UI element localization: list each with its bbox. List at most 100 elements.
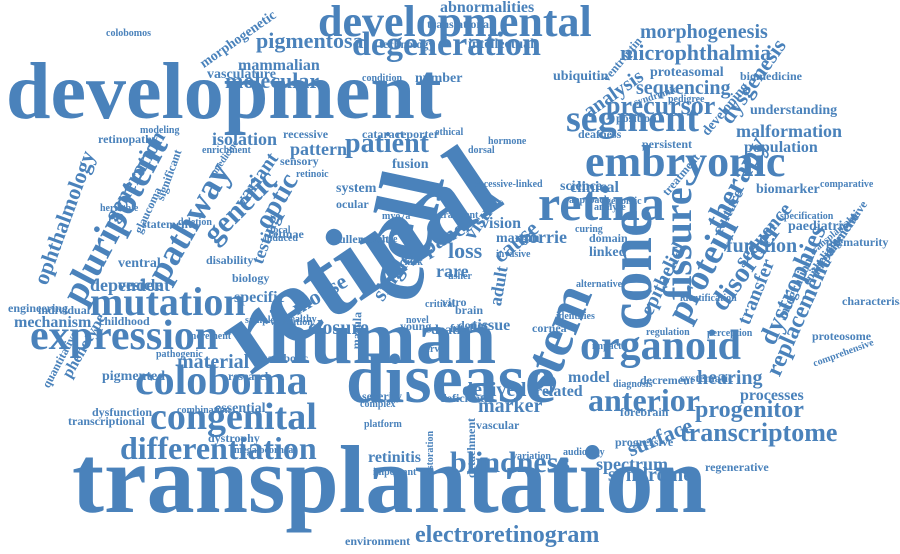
cloud-word: pathogenic — [156, 349, 203, 360]
cloud-word: disease — [346, 341, 556, 418]
cloud-word: vitro — [442, 295, 467, 309]
cloud-word: retina — [538, 175, 665, 231]
cloud-word: identification — [680, 293, 737, 304]
cloud-word: variation — [512, 451, 551, 462]
cloud-word: individual — [38, 303, 91, 317]
cloud-word: increment — [188, 331, 232, 342]
cloud-word: sensory — [280, 154, 319, 168]
cloud-word: analyse — [594, 202, 626, 213]
cloud-word: vascular — [476, 418, 520, 432]
cloud-word: number — [415, 71, 463, 86]
cloud-word: pattern — [290, 139, 347, 159]
cloud-word: coloboma — [135, 358, 308, 404]
cloud-word: proteosome — [812, 329, 872, 343]
cloud-word: cornea — [532, 321, 567, 335]
cloud-word: molecular — [225, 68, 320, 93]
cloud-word: diagnosis — [613, 379, 653, 390]
cloud-word: platform — [364, 419, 402, 430]
cloud-word: ocular — [336, 197, 369, 211]
cloud-word: vision — [481, 215, 522, 232]
cloud-word: paediatric — [788, 219, 849, 234]
cloud-word: mutation — [90, 279, 246, 324]
cloud-word: system — [336, 181, 377, 196]
cloud-word: retinoic — [296, 169, 329, 180]
cloud-word: impact — [592, 341, 622, 352]
cloud-word: microphthalmia — [620, 40, 772, 65]
cloud-word: syndrome — [608, 464, 693, 486]
cloud-word: development — [6, 48, 442, 136]
cloud-word: important — [373, 467, 417, 478]
cloud-word: hormone — [488, 136, 527, 147]
cloud-word: decrement — [640, 373, 694, 387]
cloud-word: technology — [379, 37, 435, 51]
cloud-word: restoration — [425, 430, 436, 478]
cloud-word: tissue — [472, 317, 511, 334]
cloud-word: anterior — [588, 382, 700, 418]
cloud-word: donor — [458, 318, 489, 332]
cloud-word: sequencing — [636, 77, 731, 99]
cloud-word: severity — [362, 389, 402, 403]
cloud-word: invasive — [496, 249, 531, 260]
cloud-word: material — [177, 351, 250, 373]
cloud-word: retinopathy — [98, 132, 158, 146]
cloud-word: ventral — [118, 256, 161, 271]
cloud-word: fusion — [392, 157, 429, 172]
cloud-word: differentiation — [120, 430, 317, 466]
cloud-word: science — [560, 179, 602, 194]
cloud-word: comparative — [820, 179, 874, 190]
cloud-word: validation — [270, 317, 313, 328]
cloud-word: marker — [478, 395, 543, 417]
cloud-word: dystrophy — [208, 431, 260, 445]
cloud-word: nerve — [420, 344, 444, 355]
cloud-word: regenerative — [705, 460, 769, 474]
cloud-word: myo7a — [382, 211, 411, 222]
cloud-word: transient — [440, 210, 479, 221]
cloud-word: ubiquitin — [553, 69, 609, 84]
cloud-word: understanding — [750, 103, 838, 118]
cloud-word: spectrum — [596, 454, 668, 474]
cloud-word: disability — [206, 253, 254, 267]
cloud-word: pedigree — [668, 94, 705, 105]
cloud-word: research — [228, 369, 272, 383]
cloud-word: expression — [30, 313, 219, 359]
cloud-word: cataract — [362, 127, 404, 141]
cloud-word: complex — [360, 399, 396, 410]
cloud-word: fetal — [450, 321, 473, 335]
cloud-word: forebrain — [620, 405, 669, 419]
cloud-word: chick — [400, 257, 423, 268]
cloud-word: specification — [780, 211, 834, 222]
cloud-word: deletion — [178, 217, 212, 228]
cloud-word: derived — [462, 379, 527, 401]
cloud-word: biomarker — [756, 182, 820, 197]
cloud-word: retinae — [268, 227, 304, 241]
cloud-word: muller — [329, 232, 363, 246]
cloud-word: blindness — [450, 446, 571, 479]
cloud-word: systematic — [680, 371, 734, 385]
cloud-word: related — [535, 383, 583, 400]
cloud-word: environment — [345, 534, 411, 548]
cloud-word: alternative — [576, 279, 623, 290]
cloud-word: recessive-linked — [475, 179, 543, 190]
cloud-word: genomic — [606, 196, 642, 207]
cloud-word: induced — [264, 233, 298, 244]
cloud-word: novel — [406, 315, 429, 326]
cloud-word: embryonic — [585, 137, 786, 186]
cloud-word: colobomos — [106, 28, 151, 39]
cloud-word: combination — [177, 405, 231, 416]
cloud-word: malformation — [736, 121, 842, 141]
cloud-word: segment — [566, 98, 699, 140]
cloud-word: deficient — [440, 391, 484, 405]
cloud-word: closure — [308, 317, 369, 339]
cloud-word: curing — [575, 224, 603, 235]
cloud-word: megalocornea — [234, 445, 294, 456]
cloud-word: domain — [589, 231, 628, 245]
cloud-word: macula — [349, 311, 365, 350]
cloud-word: essential — [215, 401, 266, 416]
cloud-word: statement — [142, 217, 192, 231]
cloud-word: mechanism — [14, 314, 92, 331]
cloud-word: dysfunction — [92, 405, 153, 419]
cloud-word: hearing — [697, 367, 763, 389]
cloud-word: catabolic — [262, 351, 308, 365]
cloud-word: pigmented — [102, 369, 165, 384]
